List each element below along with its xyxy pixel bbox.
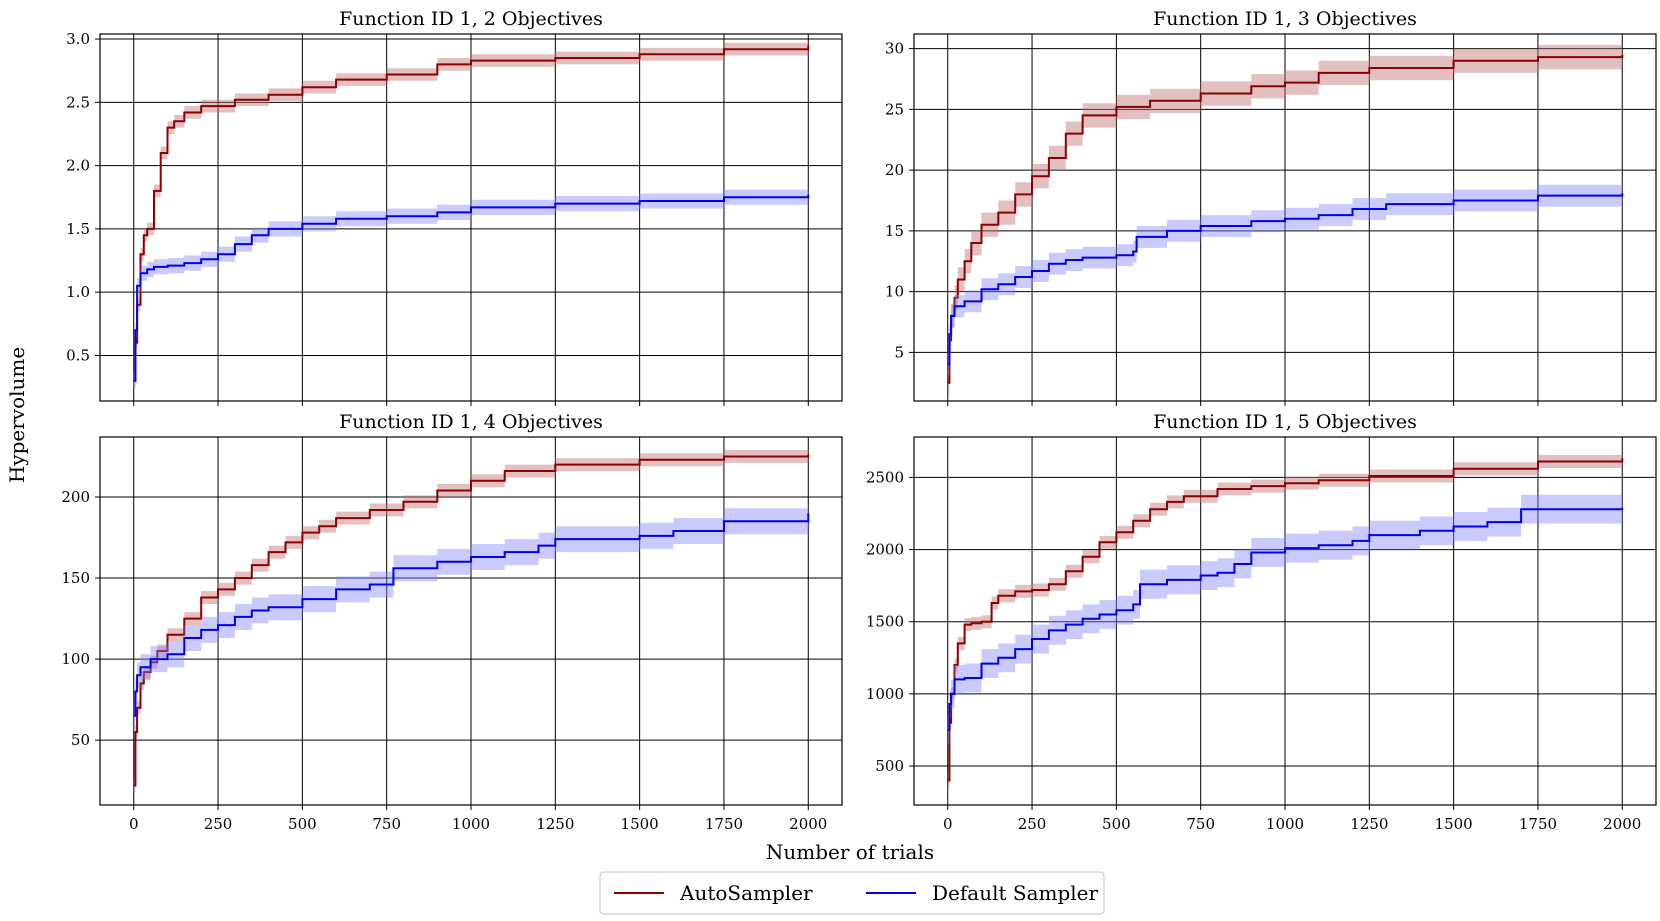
- y-tick-label: 5: [894, 343, 904, 361]
- x-tick-label: 1750: [1519, 815, 1557, 833]
- y-tick-label: 25: [885, 100, 904, 118]
- y-tick-label: 1.5: [66, 220, 90, 238]
- y-tick-label: 30: [885, 40, 904, 58]
- subplot-2: Function ID 1, 3 Objectives 5 10 15 20 25 30: [885, 8, 1657, 406]
- subplot-title: Function ID 1, 3 Objectives: [1153, 8, 1417, 30]
- y-tick-label: 2000: [866, 541, 904, 559]
- x-tick-label: 1500: [1435, 815, 1473, 833]
- series-line-autosampler: [133, 45, 810, 382]
- x-tick-label: 1000: [1266, 815, 1304, 833]
- x-tick-label: 500: [288, 815, 317, 833]
- x-axis-label: Number of trials: [766, 840, 934, 864]
- x-tick-label: 250: [204, 815, 233, 833]
- y-tick-label: 1500: [866, 613, 904, 631]
- x-tick-label: 2000: [789, 815, 827, 833]
- x-tick-label: 750: [372, 815, 401, 833]
- subplot-title: Function ID 1, 2 Objectives: [339, 8, 603, 30]
- legend-label-default-sampler: Default Sampler: [932, 881, 1098, 905]
- y-tick-label: 2.0: [66, 157, 90, 175]
- subplot-grid: Function ID 1, 2 Objectives 0.5 1.0 1.5 2.0 2…: [61, 8, 1657, 833]
- subplot-title: Function ID 1, 4 Objectives: [339, 411, 603, 433]
- legend-frame: [599, 871, 1105, 915]
- x-tick-label: 1000: [452, 815, 490, 833]
- y-tick-label: 150: [61, 569, 90, 587]
- x-tick-label: 2000: [1603, 815, 1641, 833]
- series-line-autosampler: [133, 454, 810, 787]
- y-tick-label: 50: [71, 731, 90, 749]
- series-band-default-sampler: [133, 500, 809, 729]
- y-tick-label: 500: [875, 757, 904, 775]
- y-tick-label: 1000: [866, 685, 904, 703]
- subplot-4: Function ID 1, 5 Objectives 0 250 500 750 100…: [866, 411, 1657, 833]
- x-tick-label: 1750: [705, 815, 743, 833]
- x-tick-label: 750: [1186, 815, 1215, 833]
- axes-frame: [99, 33, 843, 402]
- x-tick-label: 250: [1018, 815, 1047, 833]
- y-tick-label: 20: [885, 161, 904, 179]
- x-tick-label: 0: [943, 815, 953, 833]
- y-tick-label: 200: [61, 488, 90, 506]
- series-line-default-sampler: [133, 194, 810, 382]
- series-line-default-sampler: [133, 513, 810, 717]
- x-tick-label: 0: [129, 815, 139, 833]
- series-line-autosampler: [947, 458, 1624, 782]
- axes-frame: [99, 436, 843, 806]
- x-tick-label: 1500: [621, 815, 659, 833]
- axes-frame: [913, 436, 1657, 806]
- x-tick-label: 1250: [1350, 815, 1388, 833]
- legend-label-autosampler: AutoSampler: [679, 881, 813, 905]
- y-axis-label: Hypervolume: [5, 347, 29, 483]
- y-tick-label: 10: [885, 283, 904, 301]
- y-tick-label: 15: [885, 222, 904, 240]
- x-tick-label: 1250: [536, 815, 574, 833]
- y-tick-label: 0.5: [66, 346, 90, 364]
- y-tick-label: 3.0: [66, 30, 90, 48]
- series-line-autosampler: [947, 54, 1624, 384]
- y-tick-label: 2500: [866, 468, 904, 486]
- y-tick-label: 1.0: [66, 283, 90, 301]
- y-tick-label: 100: [61, 650, 90, 668]
- subplot-title: Function ID 1, 5 Objectives: [1153, 411, 1417, 433]
- subplot-3: Function ID 1, 4 Objectives 0 250 500 750 100…: [61, 411, 843, 833]
- legend: AutoSampler Default Sampler: [599, 871, 1105, 915]
- series-line-default-sampler: [947, 193, 1624, 366]
- subplot-1: Function ID 1, 2 Objectives 0.5 1.0 1.5 2.0 2…: [66, 8, 843, 406]
- series-line-default-sampler: [947, 507, 1624, 731]
- y-tick-label: 2.5: [66, 93, 90, 111]
- x-tick-label: 500: [1102, 815, 1131, 833]
- axes-frame: [913, 33, 1657, 402]
